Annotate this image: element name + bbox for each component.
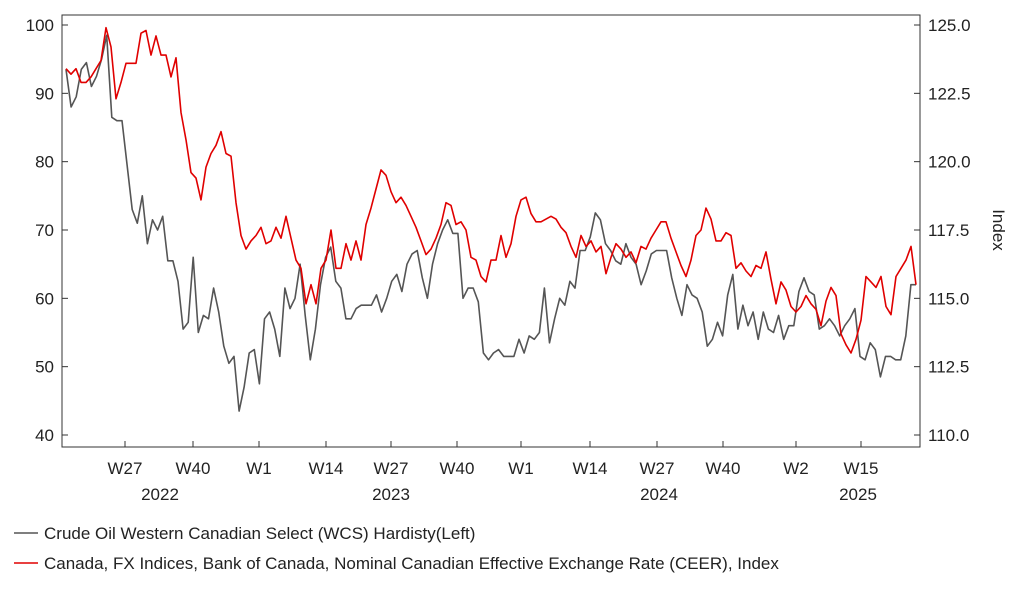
x-period-label: W1 [508,459,534,478]
x-period-label: W1 [246,459,272,478]
x-period-label: W40 [706,459,741,478]
x-year-label: 2022 [141,485,179,504]
x-year-label: 2023 [372,485,410,504]
x-period-label: W40 [440,459,475,478]
left-tick-label: 80 [35,153,54,172]
right-tick-label: 115.0 [928,289,969,308]
x-period-label: W14 [309,459,344,478]
left-tick-label: 50 [35,358,54,377]
series-lines [65,26,917,412]
right-tick-label: 112.5 [928,358,969,377]
left-tick-label: 60 [35,289,54,308]
right-tick-label: 117.5 [928,221,969,240]
left-tick-label: 70 [35,221,54,240]
x-period-label: W2 [783,459,809,478]
x-period-label: W27 [374,459,409,478]
series-line-ceer [65,26,917,354]
legend: Crude Oil Western Canadian Select (WCS) … [14,524,779,573]
series-line-wcs [65,34,916,412]
left-tick-label: 40 [35,426,54,445]
right-axis-label: Index [989,209,1008,251]
x-year-label: 2025 [839,485,877,504]
plot-frame [61,14,921,448]
left-tick-label: 90 [35,84,54,103]
right-tick-label: 120.0 [928,153,971,172]
x-period-label: W27 [640,459,675,478]
x-period-label: W14 [573,459,608,478]
x-year-label: 2024 [640,485,678,504]
left-tick-label: 100 [26,16,54,35]
x-period-label: W40 [176,459,211,478]
x-period-label: W15 [844,459,879,478]
legend-label-ceer: Canada, FX Indices, Bank of Canada, Nomi… [44,554,779,573]
right-tick-label: 125.0 [928,16,971,35]
right-tick-label: 122.5 [928,84,971,103]
right-tick-label: 110.0 [928,426,969,445]
axes: 40 50 60 70 80 90 100 110.0 112.5 115.0 117.5 120.0… [26,14,1008,504]
legend-label-wcs: Crude Oil Western Canadian Select (WCS) … [44,524,475,543]
x-period-label: W27 [108,459,143,478]
